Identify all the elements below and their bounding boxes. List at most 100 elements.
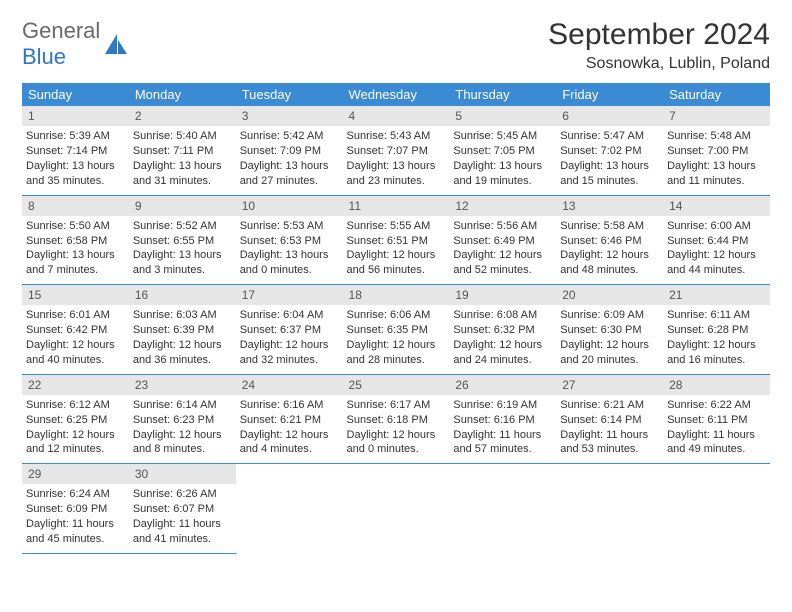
sunrise: Sunrise: 6:03 AM [133,308,232,323]
sunrise: Sunrise: 5:43 AM [347,129,446,144]
calendar-cell: 9Sunrise: 5:52 AMSunset: 6:55 PMDaylight… [129,195,236,285]
day-number: 17 [236,285,343,305]
daylight: Daylight: 13 hours and 23 minutes. [347,159,446,189]
sunrise: Sunrise: 6:17 AM [347,398,446,413]
calendar-cell [236,464,343,554]
day-body: Sunrise: 5:53 AMSunset: 6:53 PMDaylight:… [236,216,343,284]
sunrise: Sunrise: 6:19 AM [453,398,552,413]
calendar-cell: 29Sunrise: 6:24 AMSunset: 6:09 PMDayligh… [22,464,129,554]
sunrise: Sunrise: 6:09 AM [560,308,659,323]
calendar-cell [343,464,450,554]
sunset: Sunset: 6:21 PM [240,413,339,428]
sunset: Sunset: 6:58 PM [26,234,125,249]
calendar-cell: 2Sunrise: 5:40 AMSunset: 7:11 PMDaylight… [129,106,236,195]
day-number: 10 [236,196,343,216]
day-number: 15 [22,285,129,305]
day-body: Sunrise: 5:42 AMSunset: 7:09 PMDaylight:… [236,126,343,194]
sunrise: Sunrise: 6:00 AM [667,219,766,234]
sunrise: Sunrise: 5:39 AM [26,129,125,144]
sunset: Sunset: 7:11 PM [133,144,232,159]
day-number: 8 [22,196,129,216]
day-body: Sunrise: 6:08 AMSunset: 6:32 PMDaylight:… [449,305,556,373]
day-body: Sunrise: 6:12 AMSunset: 6:25 PMDaylight:… [22,395,129,463]
day-number: 12 [449,196,556,216]
sunset: Sunset: 6:44 PM [667,234,766,249]
sunrise: Sunrise: 5:53 AM [240,219,339,234]
day-body: Sunrise: 5:43 AMSunset: 7:07 PMDaylight:… [343,126,450,194]
logo-text-2: Blue [22,44,66,69]
sunrise: Sunrise: 5:55 AM [347,219,446,234]
daylight: Daylight: 12 hours and 32 minutes. [240,338,339,368]
logo-text-1: General [22,18,100,43]
calendar-header-row: SundayMondayTuesdayWednesdayThursdayFrid… [22,83,770,106]
day-number: 23 [129,375,236,395]
daylight: Daylight: 12 hours and 48 minutes. [560,248,659,278]
sunset: Sunset: 7:05 PM [453,144,552,159]
day-number: 25 [343,375,450,395]
day-number: 29 [22,464,129,484]
sunrise: Sunrise: 5:40 AM [133,129,232,144]
day-body: Sunrise: 5:58 AMSunset: 6:46 PMDaylight:… [556,216,663,284]
title-block: September 2024 Sosnowka, Lublin, Poland [548,18,770,73]
sunrise: Sunrise: 5:47 AM [560,129,659,144]
sunrise: Sunrise: 5:45 AM [453,129,552,144]
day-body: Sunrise: 6:22 AMSunset: 6:11 PMDaylight:… [663,395,770,463]
calendar-cell [663,464,770,554]
calendar-cell: 17Sunrise: 6:04 AMSunset: 6:37 PMDayligh… [236,285,343,375]
day-body: Sunrise: 5:48 AMSunset: 7:00 PMDaylight:… [663,126,770,194]
daylight: Daylight: 11 hours and 41 minutes. [133,517,232,547]
sunset: Sunset: 7:00 PM [667,144,766,159]
daylight: Daylight: 13 hours and 15 minutes. [560,159,659,189]
sunset: Sunset: 7:14 PM [26,144,125,159]
day-number: 5 [449,106,556,126]
daylight: Daylight: 13 hours and 0 minutes. [240,248,339,278]
day-body: Sunrise: 5:52 AMSunset: 6:55 PMDaylight:… [129,216,236,284]
sunrise: Sunrise: 6:21 AM [560,398,659,413]
day-body: Sunrise: 5:45 AMSunset: 7:05 PMDaylight:… [449,126,556,194]
calendar-cell: 11Sunrise: 5:55 AMSunset: 6:51 PMDayligh… [343,195,450,285]
weekday-header: Wednesday [343,83,450,106]
day-body: Sunrise: 5:55 AMSunset: 6:51 PMDaylight:… [343,216,450,284]
day-body: Sunrise: 6:17 AMSunset: 6:18 PMDaylight:… [343,395,450,463]
calendar-table: SundayMondayTuesdayWednesdayThursdayFrid… [22,83,770,554]
sunrise: Sunrise: 6:22 AM [667,398,766,413]
daylight: Daylight: 13 hours and 19 minutes. [453,159,552,189]
day-number: 16 [129,285,236,305]
daylight: Daylight: 11 hours and 57 minutes. [453,428,552,458]
calendar-cell: 28Sunrise: 6:22 AMSunset: 6:11 PMDayligh… [663,374,770,464]
day-number: 27 [556,375,663,395]
sunrise: Sunrise: 5:56 AM [453,219,552,234]
sunset: Sunset: 6:25 PM [26,413,125,428]
daylight: Daylight: 13 hours and 3 minutes. [133,248,232,278]
weekday-header: Monday [129,83,236,106]
calendar-cell: 7Sunrise: 5:48 AMSunset: 7:00 PMDaylight… [663,106,770,195]
calendar-cell: 12Sunrise: 5:56 AMSunset: 6:49 PMDayligh… [449,195,556,285]
day-body: Sunrise: 5:39 AMSunset: 7:14 PMDaylight:… [22,126,129,194]
sunset: Sunset: 6:42 PM [26,323,125,338]
daylight: Daylight: 13 hours and 31 minutes. [133,159,232,189]
day-number: 14 [663,196,770,216]
sunrise: Sunrise: 6:14 AM [133,398,232,413]
day-body: Sunrise: 6:04 AMSunset: 6:37 PMDaylight:… [236,305,343,373]
daylight: Daylight: 12 hours and 4 minutes. [240,428,339,458]
weekday-header: Friday [556,83,663,106]
sunrise: Sunrise: 5:50 AM [26,219,125,234]
calendar-body: 1Sunrise: 5:39 AMSunset: 7:14 PMDaylight… [22,106,770,553]
sunset: Sunset: 6:30 PM [560,323,659,338]
daylight: Daylight: 13 hours and 27 minutes. [240,159,339,189]
calendar-cell: 22Sunrise: 6:12 AMSunset: 6:25 PMDayligh… [22,374,129,464]
sunset: Sunset: 6:37 PM [240,323,339,338]
calendar-cell: 27Sunrise: 6:21 AMSunset: 6:14 PMDayligh… [556,374,663,464]
day-body: Sunrise: 6:06 AMSunset: 6:35 PMDaylight:… [343,305,450,373]
day-body: Sunrise: 6:19 AMSunset: 6:16 PMDaylight:… [449,395,556,463]
weekday-header: Saturday [663,83,770,106]
day-body: Sunrise: 6:14 AMSunset: 6:23 PMDaylight:… [129,395,236,463]
day-body: Sunrise: 5:56 AMSunset: 6:49 PMDaylight:… [449,216,556,284]
calendar-cell [449,464,556,554]
calendar-cell: 15Sunrise: 6:01 AMSunset: 6:42 PMDayligh… [22,285,129,375]
day-body: Sunrise: 6:00 AMSunset: 6:44 PMDaylight:… [663,216,770,284]
calendar-cell: 5Sunrise: 5:45 AMSunset: 7:05 PMDaylight… [449,106,556,195]
day-number: 20 [556,285,663,305]
logo: General Blue [22,18,129,70]
day-body: Sunrise: 6:03 AMSunset: 6:39 PMDaylight:… [129,305,236,373]
